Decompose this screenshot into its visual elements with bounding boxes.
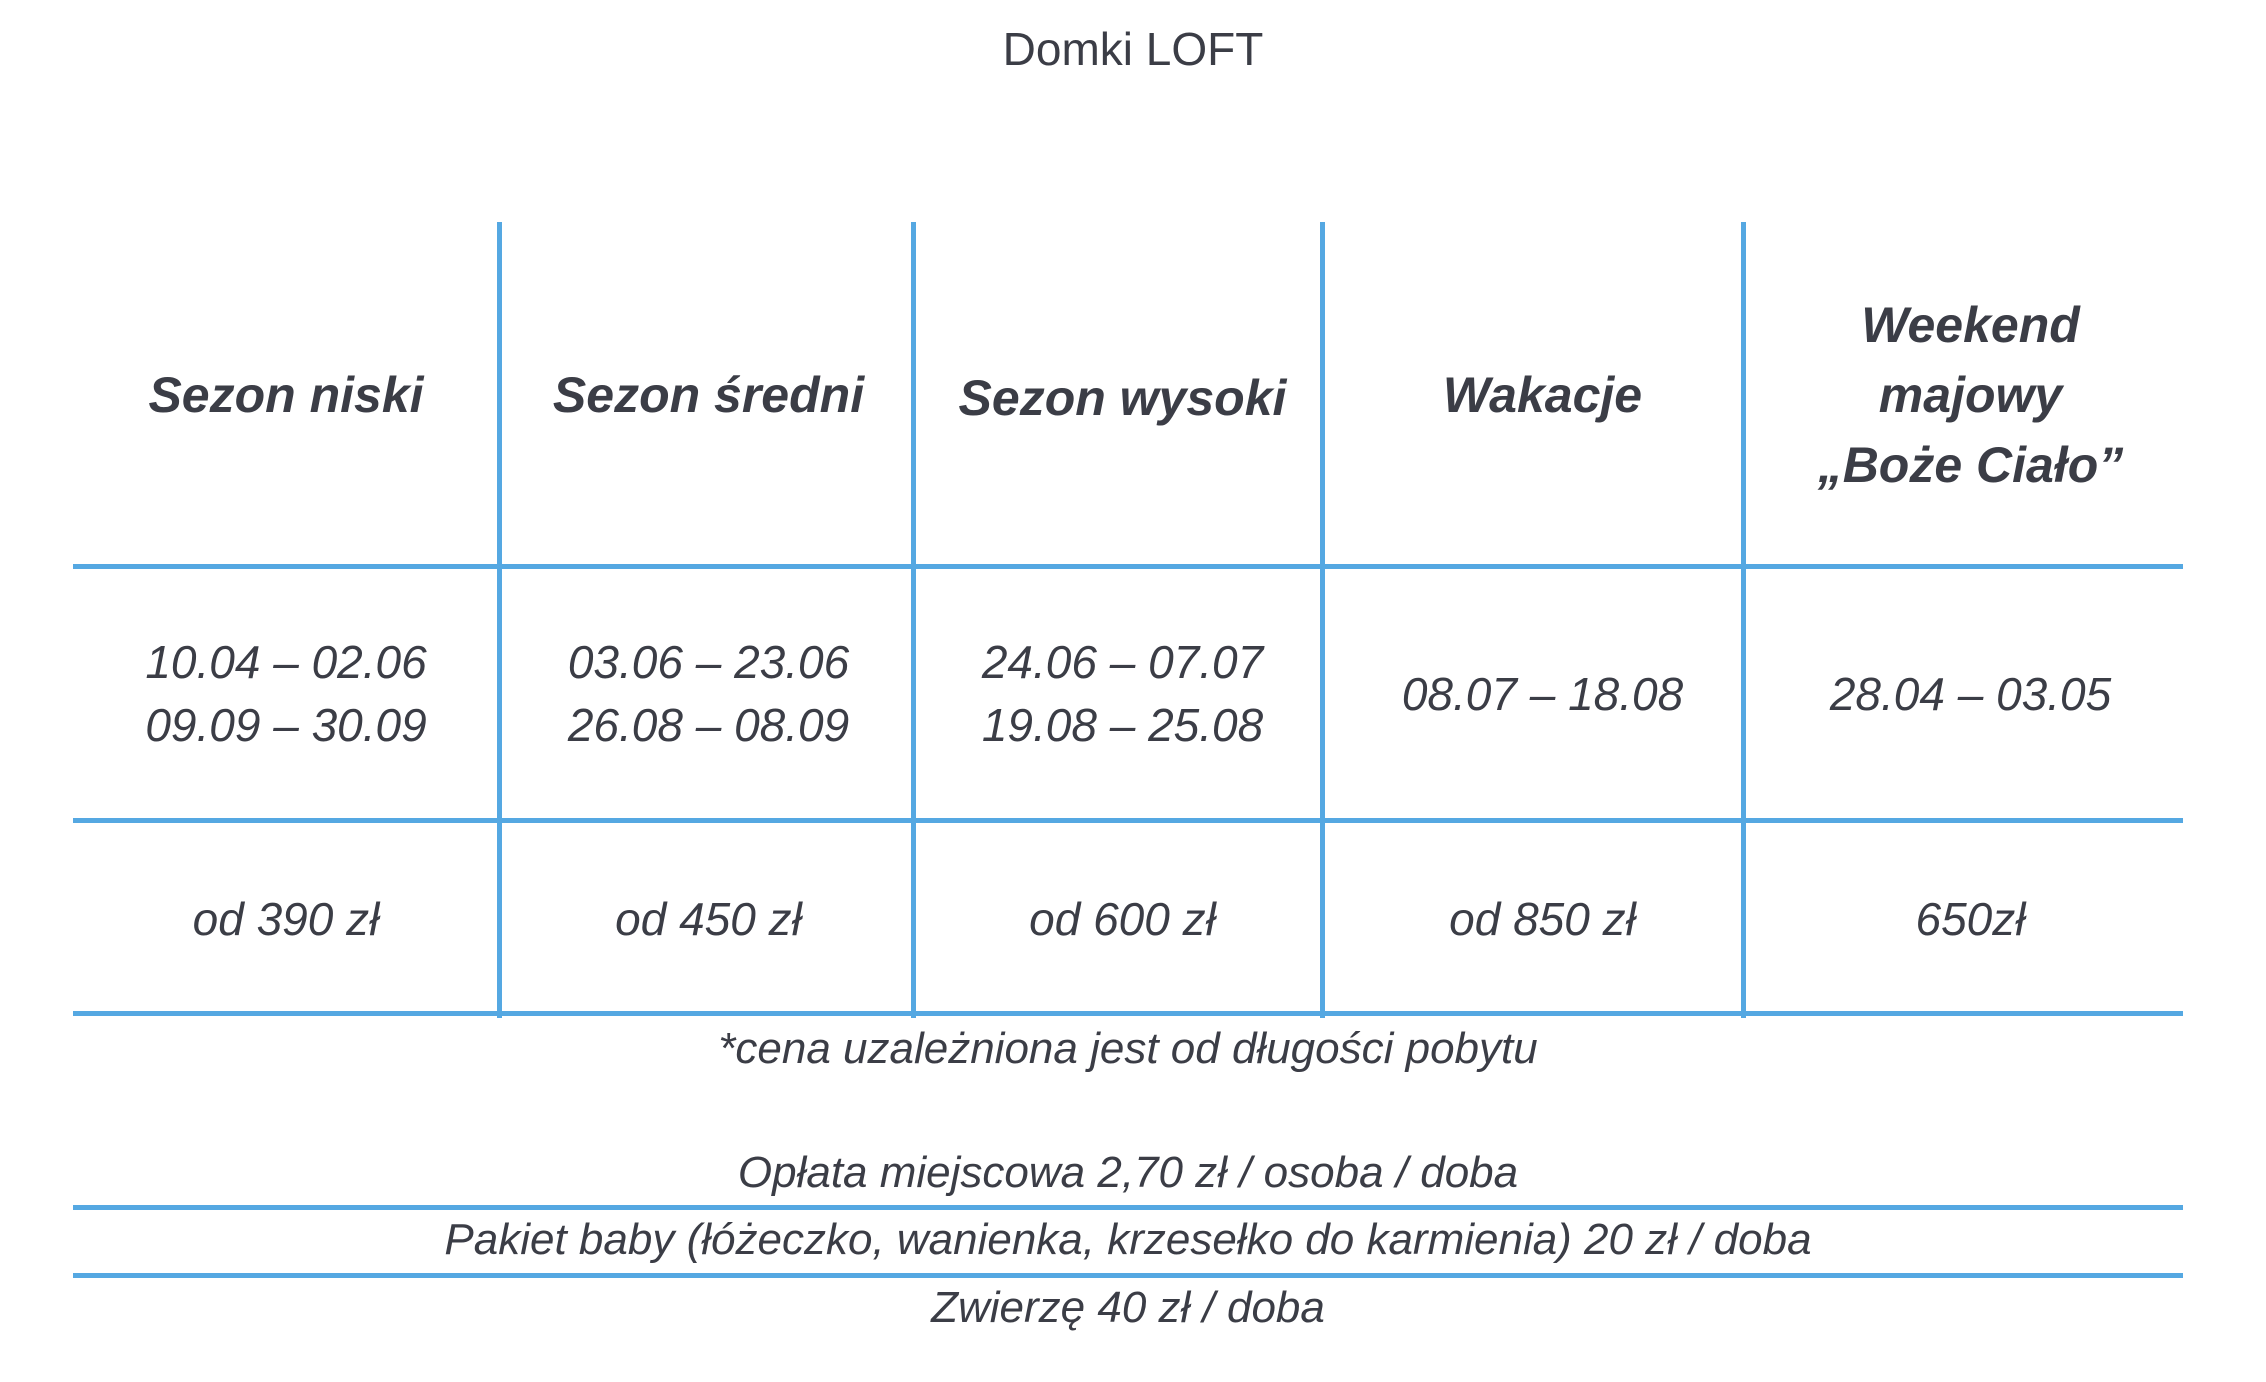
header-line: Weekend [1861, 297, 2080, 353]
date-range: 28.04 – 03.05 [1829, 667, 2112, 720]
pet-fee-note: Zwierzę 40 zł / doba [931, 1283, 1325, 1332]
dates-cell-sezon-wysoki: 24.06 – 07.07 19.08 – 25.08 [918, 570, 1327, 818]
column-divider [497, 222, 502, 1018]
header-cell-sezon-sredni: Sezon średni [504, 226, 913, 564]
price-value: od 850 zł [1449, 893, 1636, 945]
header-line: Sezon średni [552, 367, 865, 423]
date-range: 24.06 – 07.07 [981, 636, 1264, 688]
header-cell-sezon-wysoki: Sezon wysoki [918, 226, 1327, 564]
page-title: Domki LOFT [1002, 23, 1264, 75]
date-range: 26.08 – 08.09 [567, 699, 850, 751]
price-value: 650zł [1915, 893, 2026, 945]
header-line: „Boże Ciało” [1817, 437, 2124, 493]
price-cell-sezon-sredni: od 450 zł [504, 824, 913, 1014]
column-divider [1320, 222, 1325, 1018]
price-value: od 450 zł [615, 893, 802, 945]
table-divider [73, 1205, 2183, 1210]
date-range: 19.08 – 25.08 [981, 699, 1264, 751]
price-cell-sezon-wysoki: od 600 zł [918, 824, 1327, 1014]
column-divider [911, 222, 916, 1018]
header-cell-weekend-majowy: Weekend majowy „Boże Ciało” [1758, 226, 2183, 564]
header-cell-sezon-niski: Sezon niski [73, 226, 499, 564]
dates-cell-wakacje: 08.07 – 18.08 [1332, 570, 1753, 818]
price-value: od 390 zł [192, 893, 380, 945]
date-range: 03.06 – 23.06 [567, 636, 850, 688]
price-cell-sezon-niski: od 390 zł [73, 824, 499, 1014]
local-fee-note: Opłata miejscowa 2,70 zł / osoba / doba [737, 1148, 1519, 1197]
date-range: 10.04 – 02.06 [145, 636, 427, 688]
header-line: Sezon niski [148, 367, 424, 423]
price-cell-wakacje: od 850 zł [1332, 824, 1753, 1014]
column-divider [1741, 222, 1746, 1018]
header-line: Sezon wysoki [958, 370, 1287, 426]
header-line: majowy [1878, 367, 2063, 423]
header-line: Wakacje [1442, 367, 1643, 423]
price-cell-weekend-majowy: 650zł [1758, 824, 2183, 1014]
table-divider [73, 1273, 2183, 1278]
date-range: 08.07 – 18.08 [1401, 667, 1684, 720]
dates-cell-sezon-niski: 10.04 – 02.06 09.09 – 30.09 [73, 570, 499, 818]
table-divider [73, 1011, 2183, 1016]
dates-cell-sezon-sredni: 03.06 – 23.06 26.08 – 08.09 [504, 570, 913, 818]
dates-cell-weekend-majowy: 28.04 – 03.05 [1758, 570, 2183, 818]
price-value: od 600 zł [1029, 893, 1216, 945]
date-range: 09.09 – 30.09 [145, 699, 427, 751]
table-divider [73, 564, 2183, 569]
header-cell-wakacje: Wakacje [1332, 226, 1753, 564]
table-divider [73, 818, 2183, 823]
baby-package-note: Pakiet baby (łóżeczko, wanienka, krzeseł… [444, 1215, 1812, 1264]
price-footnote: *cena uzależniona jest od długości pobyt… [718, 1024, 1538, 1073]
